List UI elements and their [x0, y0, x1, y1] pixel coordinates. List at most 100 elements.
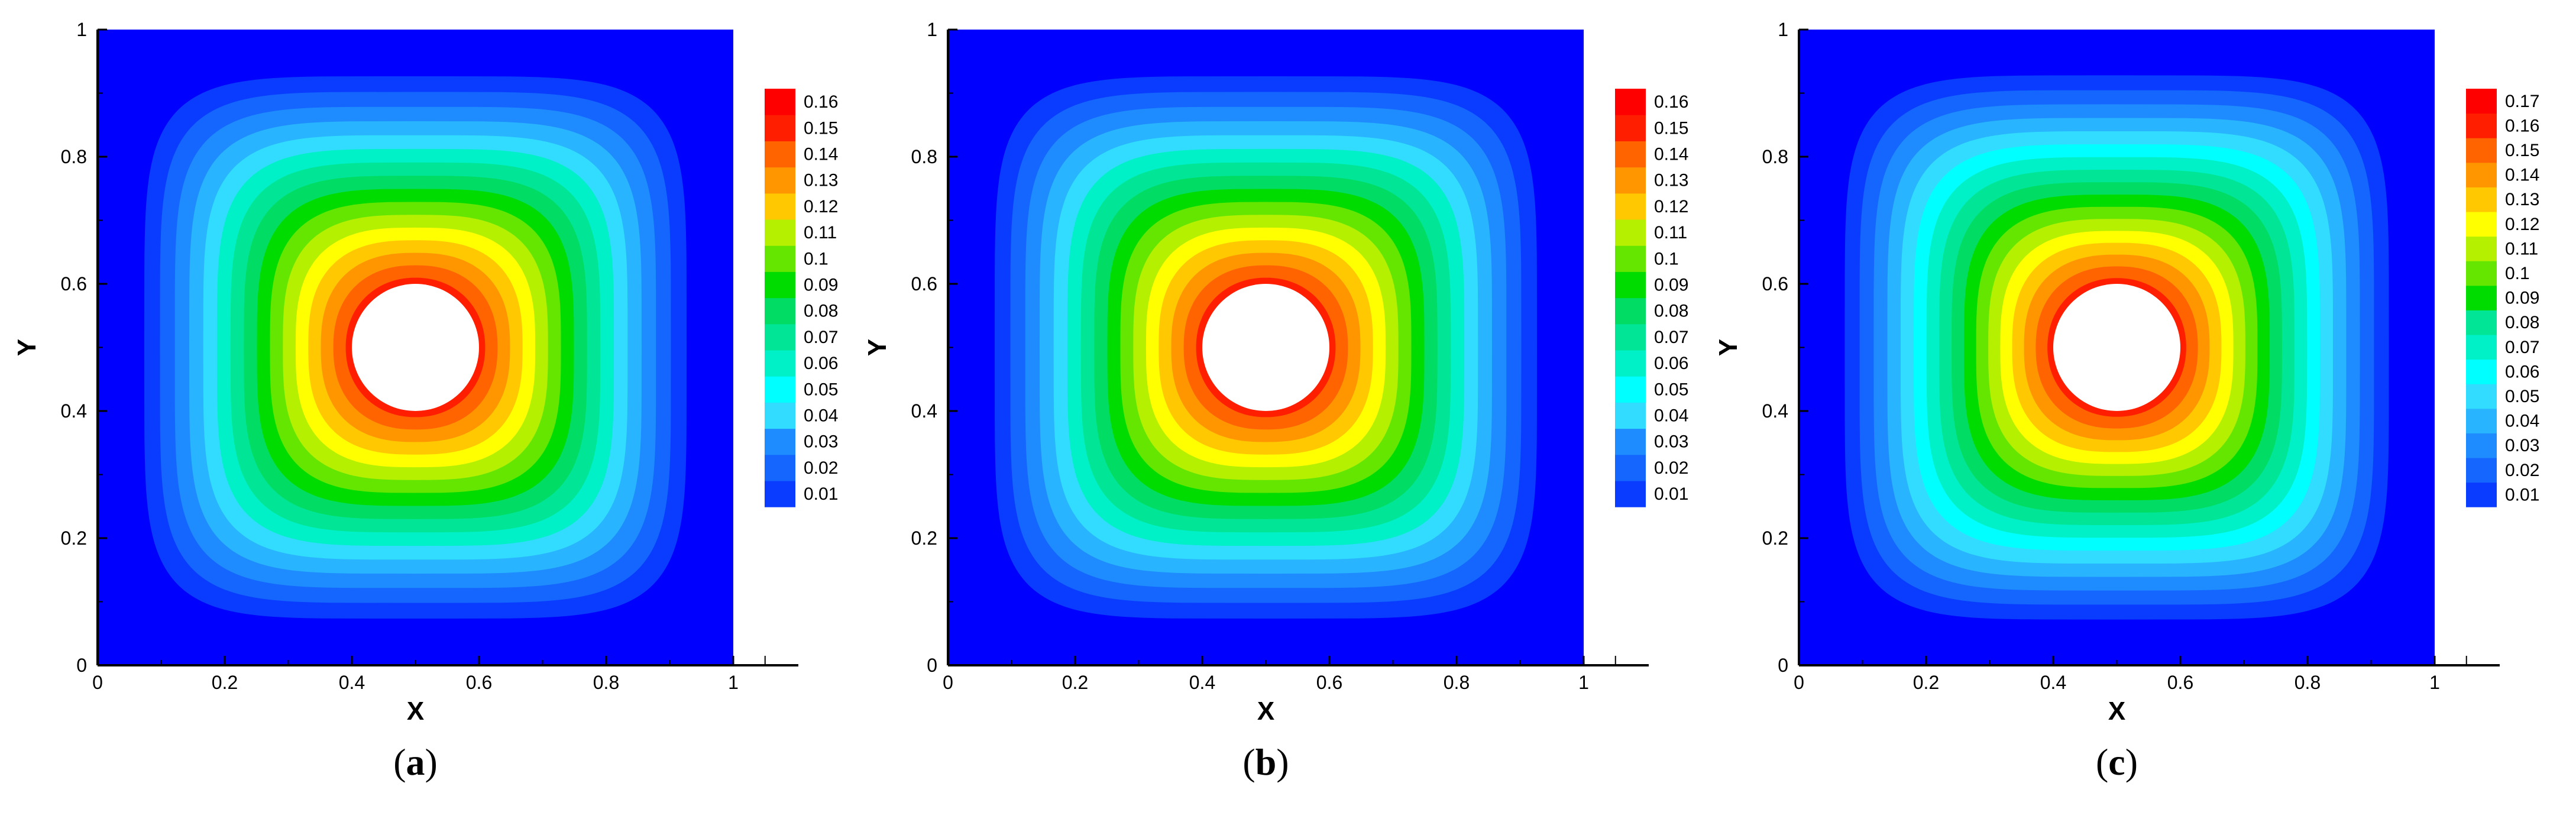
colorbar-label: 0.13: [1654, 171, 1688, 190]
colorbar-swatch: [765, 89, 795, 115]
colorbar-label: 0.03: [804, 432, 838, 452]
x-tick-label: 0.6: [2167, 672, 2193, 693]
x-tick-label: 0.2: [212, 672, 238, 693]
colorbar-label: 0.14: [804, 145, 838, 164]
colorbar-label: 0.12: [2505, 215, 2539, 234]
cylinder-hole: [2053, 284, 2180, 411]
colorbar-swatch: [765, 402, 795, 429]
y-axis-label: Y: [863, 339, 892, 356]
y-tick-label: 0.2: [61, 527, 87, 549]
colorbar-label: 0.07: [2505, 338, 2539, 357]
colorbar-label: 0.12: [804, 197, 838, 216]
colorbar-label: 0.01: [2505, 485, 2539, 504]
colorbar-label: 0.14: [1654, 145, 1688, 164]
chart-panel-a: 0 0.2 0.4 0.6 0.8 1 0 0.2 0.4 0.6 0.8 1 X Y 0.01 0.02 0.…: [12, 19, 838, 783]
colorbar-label: 0.12: [1654, 197, 1688, 216]
colorbar-swatch: [1615, 454, 1646, 481]
colorbar-swatch: [2466, 89, 2497, 114]
colorbar-swatch: [2466, 458, 2497, 483]
colorbar-label: 0.16: [2505, 116, 2539, 135]
colorbar-swatch: [765, 271, 795, 299]
colorbar-swatch: [765, 245, 795, 272]
y-tick-label: 0.6: [61, 273, 87, 295]
colorbar-swatch: [2466, 433, 2497, 458]
colorbar-label: 0.04: [2505, 412, 2539, 431]
colorbar-swatch: [765, 323, 795, 351]
colorbar-swatch: [1615, 271, 1646, 299]
caption-close-paren: ): [2125, 741, 2138, 783]
x-tick-label: 0.8: [593, 672, 619, 693]
colorbar-swatch: [1615, 167, 1646, 194]
x-tick-label: 0.4: [2040, 672, 2066, 693]
y-tick-label: 1: [927, 19, 937, 40]
x-tick-label: 0.4: [1189, 672, 1215, 693]
colorbar-label: 0.15: [1654, 118, 1688, 138]
y-tick-label: 0.4: [61, 400, 87, 422]
caption-letter: b: [1255, 741, 1277, 783]
contour-plot: [1799, 30, 2435, 665]
colorbar-swatch: [1615, 323, 1646, 351]
colorbar-swatch: [1615, 219, 1646, 246]
colorbar-label: 0.07: [1654, 328, 1688, 347]
y-tick-label: 0: [927, 655, 937, 676]
colorbar-label: 0.05: [804, 380, 838, 399]
colorbar-label: 0.11: [804, 223, 837, 242]
colorbar-swatch: [2466, 335, 2497, 360]
colorbar-label: 0.15: [804, 118, 838, 138]
y-tick-label: 0.6: [911, 273, 937, 295]
y-tick-label: 0.8: [911, 146, 937, 167]
colorbar-label: 0.07: [804, 328, 838, 347]
colorbar-swatch: [2466, 408, 2497, 433]
contour-plot: [948, 30, 1584, 665]
colorbar-swatch: [1615, 402, 1646, 429]
y-tick-label: 0: [76, 655, 87, 676]
y-tick-label: 0.8: [1762, 146, 1788, 167]
cylinder-hole: [1202, 284, 1329, 411]
colorbar-label: 0.17: [2505, 92, 2539, 111]
caption-close-paren: ): [1276, 741, 1289, 783]
colorbar-swatch: [2466, 384, 2497, 409]
colorbar-swatch: [765, 428, 795, 455]
colorbar-swatch: [765, 454, 795, 481]
y-tick-label: 1: [76, 19, 87, 40]
cylinder-hole: [352, 284, 479, 411]
x-tick-label: 1: [728, 672, 739, 693]
colorbar-label: 0.06: [804, 354, 838, 373]
colorbar-swatch: [1615, 141, 1646, 168]
colorbar-label: 0.05: [2505, 387, 2539, 406]
colorbar-label: 0.1: [804, 249, 829, 268]
x-tick-label: 0.8: [1444, 672, 1470, 693]
colorbar-label: 0.09: [2505, 289, 2539, 308]
colorbar-label: 0.13: [2505, 190, 2539, 209]
x-tick-label: 0: [943, 672, 953, 693]
y-axis-label: Y: [12, 339, 41, 356]
colorbar-swatch: [1615, 376, 1646, 403]
colorbar-swatch: [1615, 115, 1646, 141]
x-tick-label: 0.2: [1062, 672, 1088, 693]
colorbar-label: 0.08: [804, 302, 838, 321]
x-axis-label: X: [1257, 697, 1274, 726]
colorbar-swatch: [1615, 350, 1646, 377]
x-tick-label: 1: [2429, 672, 2440, 693]
x-tick-label: 0.6: [1316, 672, 1342, 693]
x-tick-label: 0.8: [2295, 672, 2321, 693]
colorbar-swatch: [1615, 245, 1646, 272]
colorbar-label: 0.09: [1654, 276, 1688, 295]
colorbar-swatch: [2466, 310, 2497, 335]
y-tick-label: 0: [1778, 655, 1788, 676]
colorbar-swatch: [1615, 89, 1646, 115]
colorbar-swatch: [2466, 482, 2497, 507]
x-axis-label: X: [2108, 697, 2125, 726]
colorbar-label: 0.01: [1654, 484, 1688, 504]
panel-caption: (b): [1242, 741, 1289, 783]
colorbar-label: 0.16: [804, 92, 838, 112]
colorbar-swatch: [2466, 359, 2497, 384]
colorbar-swatch: [2466, 113, 2497, 138]
caption-open-paren: (: [393, 741, 406, 783]
x-tick-label: 1: [1578, 672, 1589, 693]
colorbar-swatch: [1615, 297, 1646, 325]
colorbar-label: 0.1: [1654, 249, 1679, 268]
colorbar-label: 0.08: [1654, 302, 1688, 321]
colorbar-swatch: [1615, 193, 1646, 220]
